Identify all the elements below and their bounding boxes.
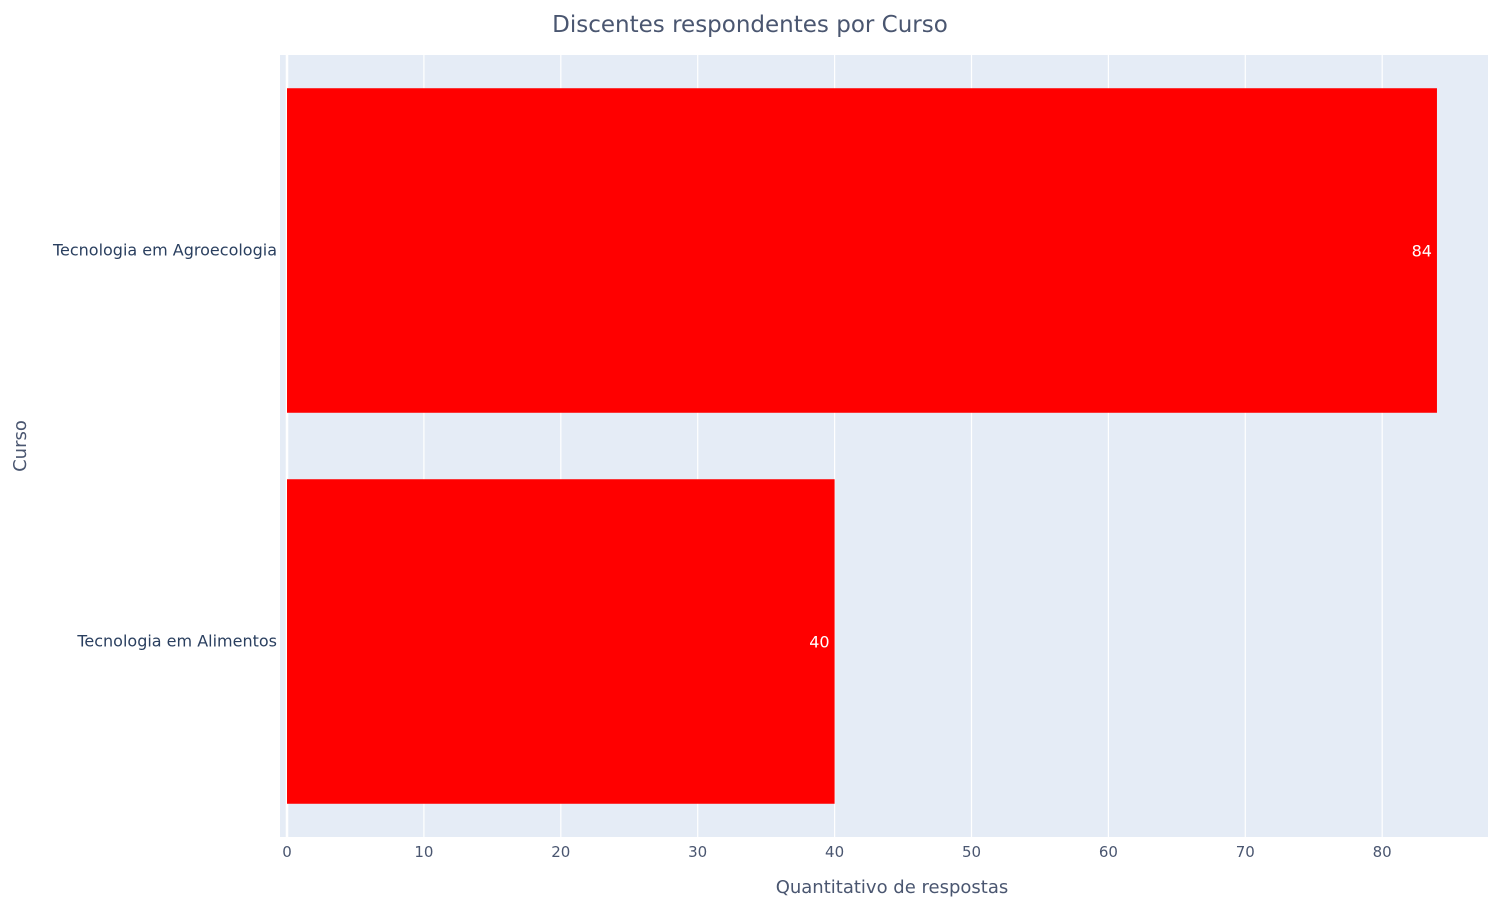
bar-labels: 84 40 — [809, 242, 1432, 652]
x-tick-label: 30 — [688, 843, 707, 861]
x-tick-label: 80 — [1373, 843, 1392, 861]
x-tick-label: 10 — [414, 843, 433, 861]
bars — [287, 88, 1437, 804]
chart-title: Discentes respondentes por Curso — [552, 12, 948, 38]
x-axis-ticks: 0 10 20 30 40 50 60 70 80 — [282, 843, 1392, 861]
y-axis-title: Curso — [10, 420, 31, 472]
x-tick-label: 70 — [1236, 843, 1255, 861]
x-tick-label: 40 — [825, 843, 844, 861]
bar-value-label: 84 — [1412, 242, 1432, 261]
y-tick-label: Tecnologia em Agroecologia — [52, 241, 277, 260]
x-tick-label: 0 — [282, 843, 292, 861]
bar-value-label: 40 — [809, 633, 829, 652]
y-tick-label: Tecnologia em Alimentos — [76, 632, 277, 651]
x-tick-label: 60 — [1099, 843, 1118, 861]
x-axis-title: Quantitativo de respostas — [776, 877, 1009, 898]
bar — [287, 479, 835, 804]
y-axis-ticks: Tecnologia em Agroecologia Tecnologia em … — [52, 241, 277, 651]
x-tick-label: 50 — [962, 843, 981, 861]
x-tick-label: 20 — [551, 843, 570, 861]
bar — [287, 88, 1437, 413]
